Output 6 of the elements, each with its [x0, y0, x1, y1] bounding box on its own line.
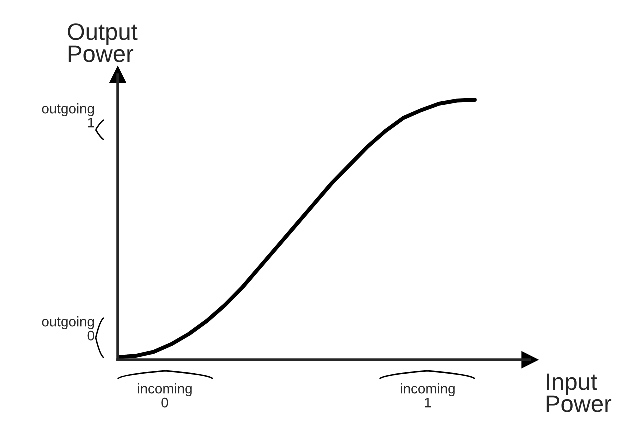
text: incoming 0 — [138, 384, 192, 408]
text: outgoing 0 — [42, 316, 94, 341]
x-axis-title: Input Power — [546, 374, 612, 412]
text: outgoing 1 — [42, 104, 94, 128]
text: incoming 1 — [401, 384, 455, 408]
y-axis-title: Output Power — [68, 24, 138, 62]
